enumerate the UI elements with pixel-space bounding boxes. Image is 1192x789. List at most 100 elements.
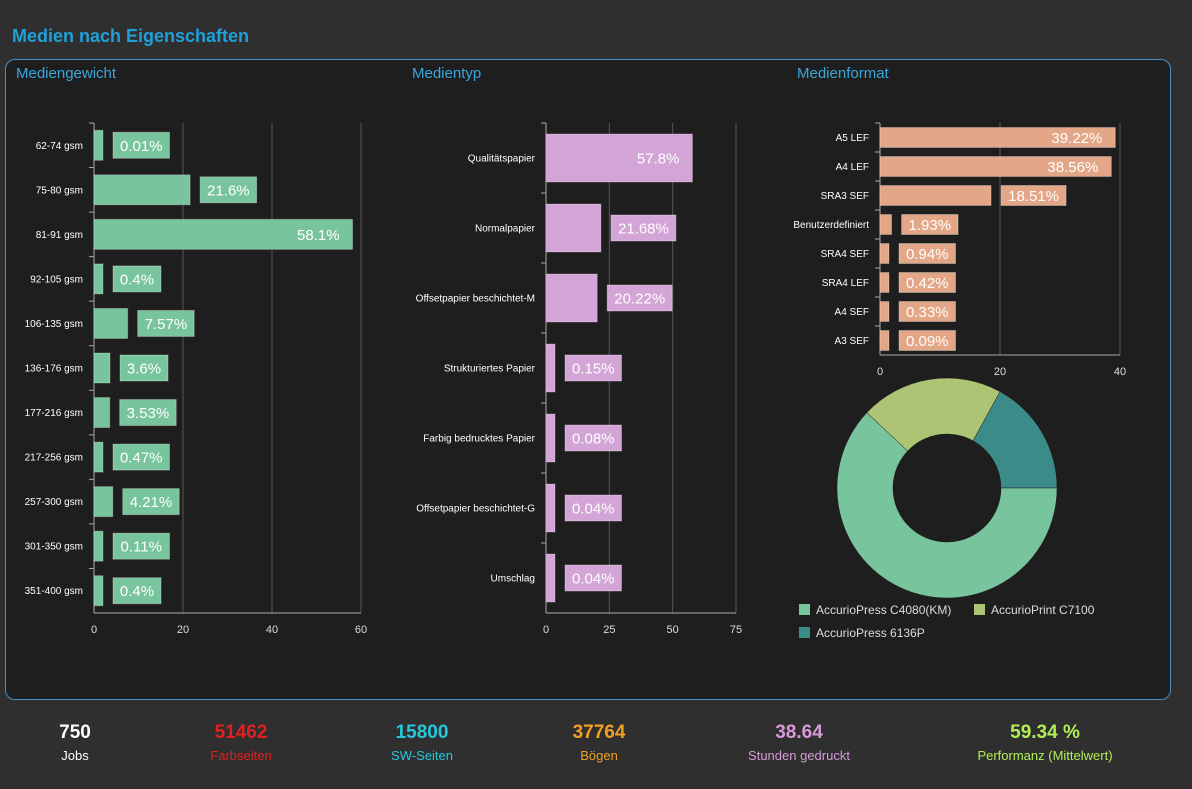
- data-label: 0.09%: [906, 333, 949, 350]
- y-tick-label: SRA3 SEF: [821, 191, 869, 202]
- bar: [93, 575, 104, 607]
- legend-item-c4080[interactable]: AccurioPress C4080(KM): [799, 603, 951, 617]
- x-tick-label: 60: [355, 624, 367, 636]
- data-label-box: [610, 214, 677, 242]
- data-label-box: [112, 577, 162, 605]
- data-label: 7.57%: [145, 316, 188, 333]
- data-label-box: [112, 443, 170, 471]
- y-tick-label: Offsetpapier beschichtet-M: [416, 294, 535, 305]
- legend-swatch: [974, 604, 985, 615]
- bar: [545, 553, 556, 603]
- data-label: 0.15%: [572, 361, 615, 378]
- legend-item-6136p[interactable]: AccurioPress 6136P: [799, 626, 925, 640]
- data-label: 21.68%: [618, 221, 669, 238]
- data-label-box: [606, 284, 673, 312]
- data-label-box: [898, 243, 956, 264]
- bar: [879, 156, 1112, 177]
- data-label-box: [564, 494, 622, 522]
- legend-swatch: [799, 604, 810, 615]
- kpi-label: SW-Seiten: [391, 748, 453, 763]
- data-label: 0.47%: [120, 450, 163, 467]
- bar: [545, 483, 556, 533]
- y-tick-label: 217-256 gsm: [25, 453, 83, 464]
- y-tick-label: Offsetpapier beschichtet-G: [416, 504, 535, 515]
- bar: [879, 214, 893, 235]
- bar: [93, 174, 191, 206]
- kpi-value: 15800: [395, 722, 449, 743]
- kpi-boegen: 37764 Bögen: [499, 722, 699, 763]
- bar: [93, 486, 114, 518]
- y-tick-label: Qualitätspapier: [468, 154, 536, 165]
- x-tick-label: 20: [994, 366, 1006, 378]
- data-label: 20.22%: [614, 291, 665, 308]
- bar: [545, 343, 556, 393]
- y-tick-label: 92-105 gsm: [30, 274, 83, 285]
- kpi-value: 51462: [214, 722, 268, 743]
- bar: [879, 185, 992, 206]
- bar: [545, 413, 556, 463]
- data-label-box: [564, 564, 622, 592]
- data-label: 21.6%: [207, 182, 250, 199]
- y-tick-label: A5 LEF: [836, 133, 869, 144]
- bar: [93, 307, 129, 339]
- y-tick-label: 351-400 gsm: [25, 586, 83, 597]
- bar: [545, 203, 602, 253]
- data-label-box: [112, 131, 170, 159]
- data-label: 0.33%: [906, 304, 949, 321]
- x-tick-label: 40: [266, 624, 278, 636]
- data-label: 39.22%: [1051, 130, 1102, 147]
- data-label: 3.6%: [127, 361, 161, 378]
- bar: [93, 441, 104, 473]
- bar: [879, 243, 890, 264]
- data-label-box: [901, 214, 959, 235]
- page-title: Medien nach Eigenschaften: [12, 26, 250, 46]
- legend-label: AccurioPress C4080(KM): [816, 603, 952, 617]
- kpi-performanz: 59.34 % Performanz (Mittelwert): [945, 722, 1145, 763]
- y-tick-label: Umschlag: [491, 574, 535, 585]
- legend-item-c7100[interactable]: AccurioPrint C7100: [974, 603, 1094, 617]
- data-label: 4.21%: [130, 494, 173, 511]
- y-tick-label: 301-350 gsm: [25, 542, 83, 553]
- legend-label: AccurioPress 6136P: [816, 626, 925, 640]
- bar: [93, 129, 104, 161]
- data-label: 0.4%: [120, 271, 154, 288]
- y-tick-label: SRA4 LEF: [822, 278, 869, 289]
- data-label-box: [112, 265, 162, 293]
- x-tick-label: 0: [91, 624, 97, 636]
- bar: [879, 301, 890, 322]
- bar: [93, 530, 104, 562]
- y-tick-label: A4 LEF: [836, 162, 869, 173]
- bar: [93, 263, 104, 295]
- kpi-label: Jobs: [61, 748, 89, 763]
- data-label: 0.4%: [120, 583, 154, 600]
- kpi-farbseiten: 51462 Farbseiten: [141, 722, 341, 763]
- kpi-value: 37764: [572, 722, 626, 743]
- y-tick-label: A3 SEF: [835, 336, 869, 347]
- x-tick-label: 25: [603, 624, 615, 636]
- section-title-type: Medientyp: [412, 65, 482, 82]
- data-label: 57.8%: [637, 151, 680, 168]
- data-label: 0.04%: [572, 501, 615, 518]
- kpi-sw-seiten: 15800 SW-Seiten: [322, 722, 522, 763]
- data-label-box: [119, 399, 177, 427]
- kpi-value: 750: [59, 722, 91, 743]
- data-label-box: [898, 330, 956, 351]
- data-label-box: [1000, 185, 1067, 206]
- data-label-box: [564, 424, 622, 452]
- data-label: 0.01%: [120, 138, 163, 155]
- y-tick-label: 106-135 gsm: [25, 319, 83, 330]
- data-label-box: [122, 488, 180, 516]
- data-label-box: [898, 272, 956, 293]
- y-tick-label: Benutzerdefiniert: [793, 220, 869, 231]
- legend-label: AccurioPrint C7100: [991, 603, 1095, 617]
- bar: [545, 133, 693, 183]
- legend-swatch: [799, 627, 810, 638]
- data-label: 38.56%: [1047, 159, 1098, 176]
- y-tick-label: 177-216 gsm: [25, 408, 83, 419]
- data-label-box: [112, 532, 170, 560]
- bar: [879, 272, 890, 293]
- data-label-box: [119, 354, 169, 382]
- kpi-jobs: 750 Jobs: [0, 722, 175, 763]
- section-title-format: Medienformat: [797, 65, 889, 82]
- pie-slice: [836, 412, 1058, 599]
